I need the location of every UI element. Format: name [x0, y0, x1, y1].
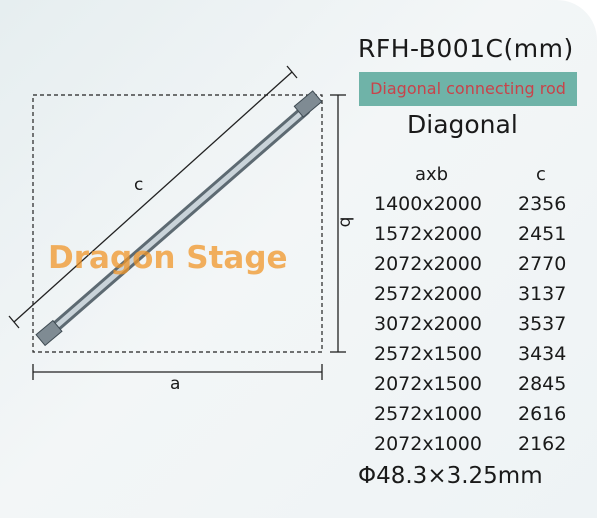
table-row: 1572x2000 2451: [360, 223, 600, 253]
subtitle-banner: Diagonal connecting rod: [359, 72, 577, 106]
cell-c: 2162: [518, 433, 567, 455]
cell-axb: 2572x2000: [374, 283, 482, 305]
table-row: 2572x1500 3434: [360, 343, 600, 373]
model-title: RFH-B001C(mm): [358, 34, 574, 63]
heading: Diagonal: [407, 110, 518, 139]
cell-c: 2616: [518, 403, 567, 425]
cell-axb: 2072x2000: [374, 253, 482, 275]
cell-axb: 2072x1000: [374, 433, 482, 455]
table-row: 2572x1000 2616: [360, 403, 600, 433]
table-row: 2072x1000 2162: [360, 433, 600, 463]
cell-c: 2845: [518, 373, 567, 395]
label-b: b: [335, 216, 356, 228]
cell-c: 3537: [518, 313, 567, 335]
header-axb: axb: [415, 164, 449, 185]
cell-c: 2770: [518, 253, 567, 275]
table-row: 2072x1500 2845: [360, 373, 600, 403]
cell-c: 2451: [518, 223, 567, 245]
diagonal-rod: [35, 90, 323, 347]
label-a: a: [170, 374, 181, 394]
cell-axb: 3072x2000: [374, 313, 482, 335]
pipe-spec: Φ48.3×3.25mm: [358, 463, 543, 489]
header-c: c: [536, 164, 546, 185]
cell-axb: 2572x1000: [374, 403, 482, 425]
watermark: Dragon Stage: [48, 240, 288, 276]
table-row: 3072x2000 3537: [360, 313, 600, 343]
dimension-c: [8, 65, 298, 329]
cell-c: 3434: [518, 343, 567, 365]
cell-axb: 1400x2000: [374, 193, 482, 215]
table-row: 2572x2000 3137: [360, 283, 600, 313]
cell-axb: 1572x2000: [374, 223, 482, 245]
label-c: c: [134, 175, 144, 195]
cell-c: 2356: [518, 193, 567, 215]
cell-axb: 2072x1500: [374, 373, 482, 395]
table-row: 1400x2000 2356: [360, 193, 600, 223]
dimension-b: [330, 94, 346, 353]
dimension-a: [32, 364, 323, 380]
table-row: 2072x2000 2770: [360, 253, 600, 283]
cell-axb: 2572x1500: [374, 343, 482, 365]
cell-c: 3137: [518, 283, 567, 305]
